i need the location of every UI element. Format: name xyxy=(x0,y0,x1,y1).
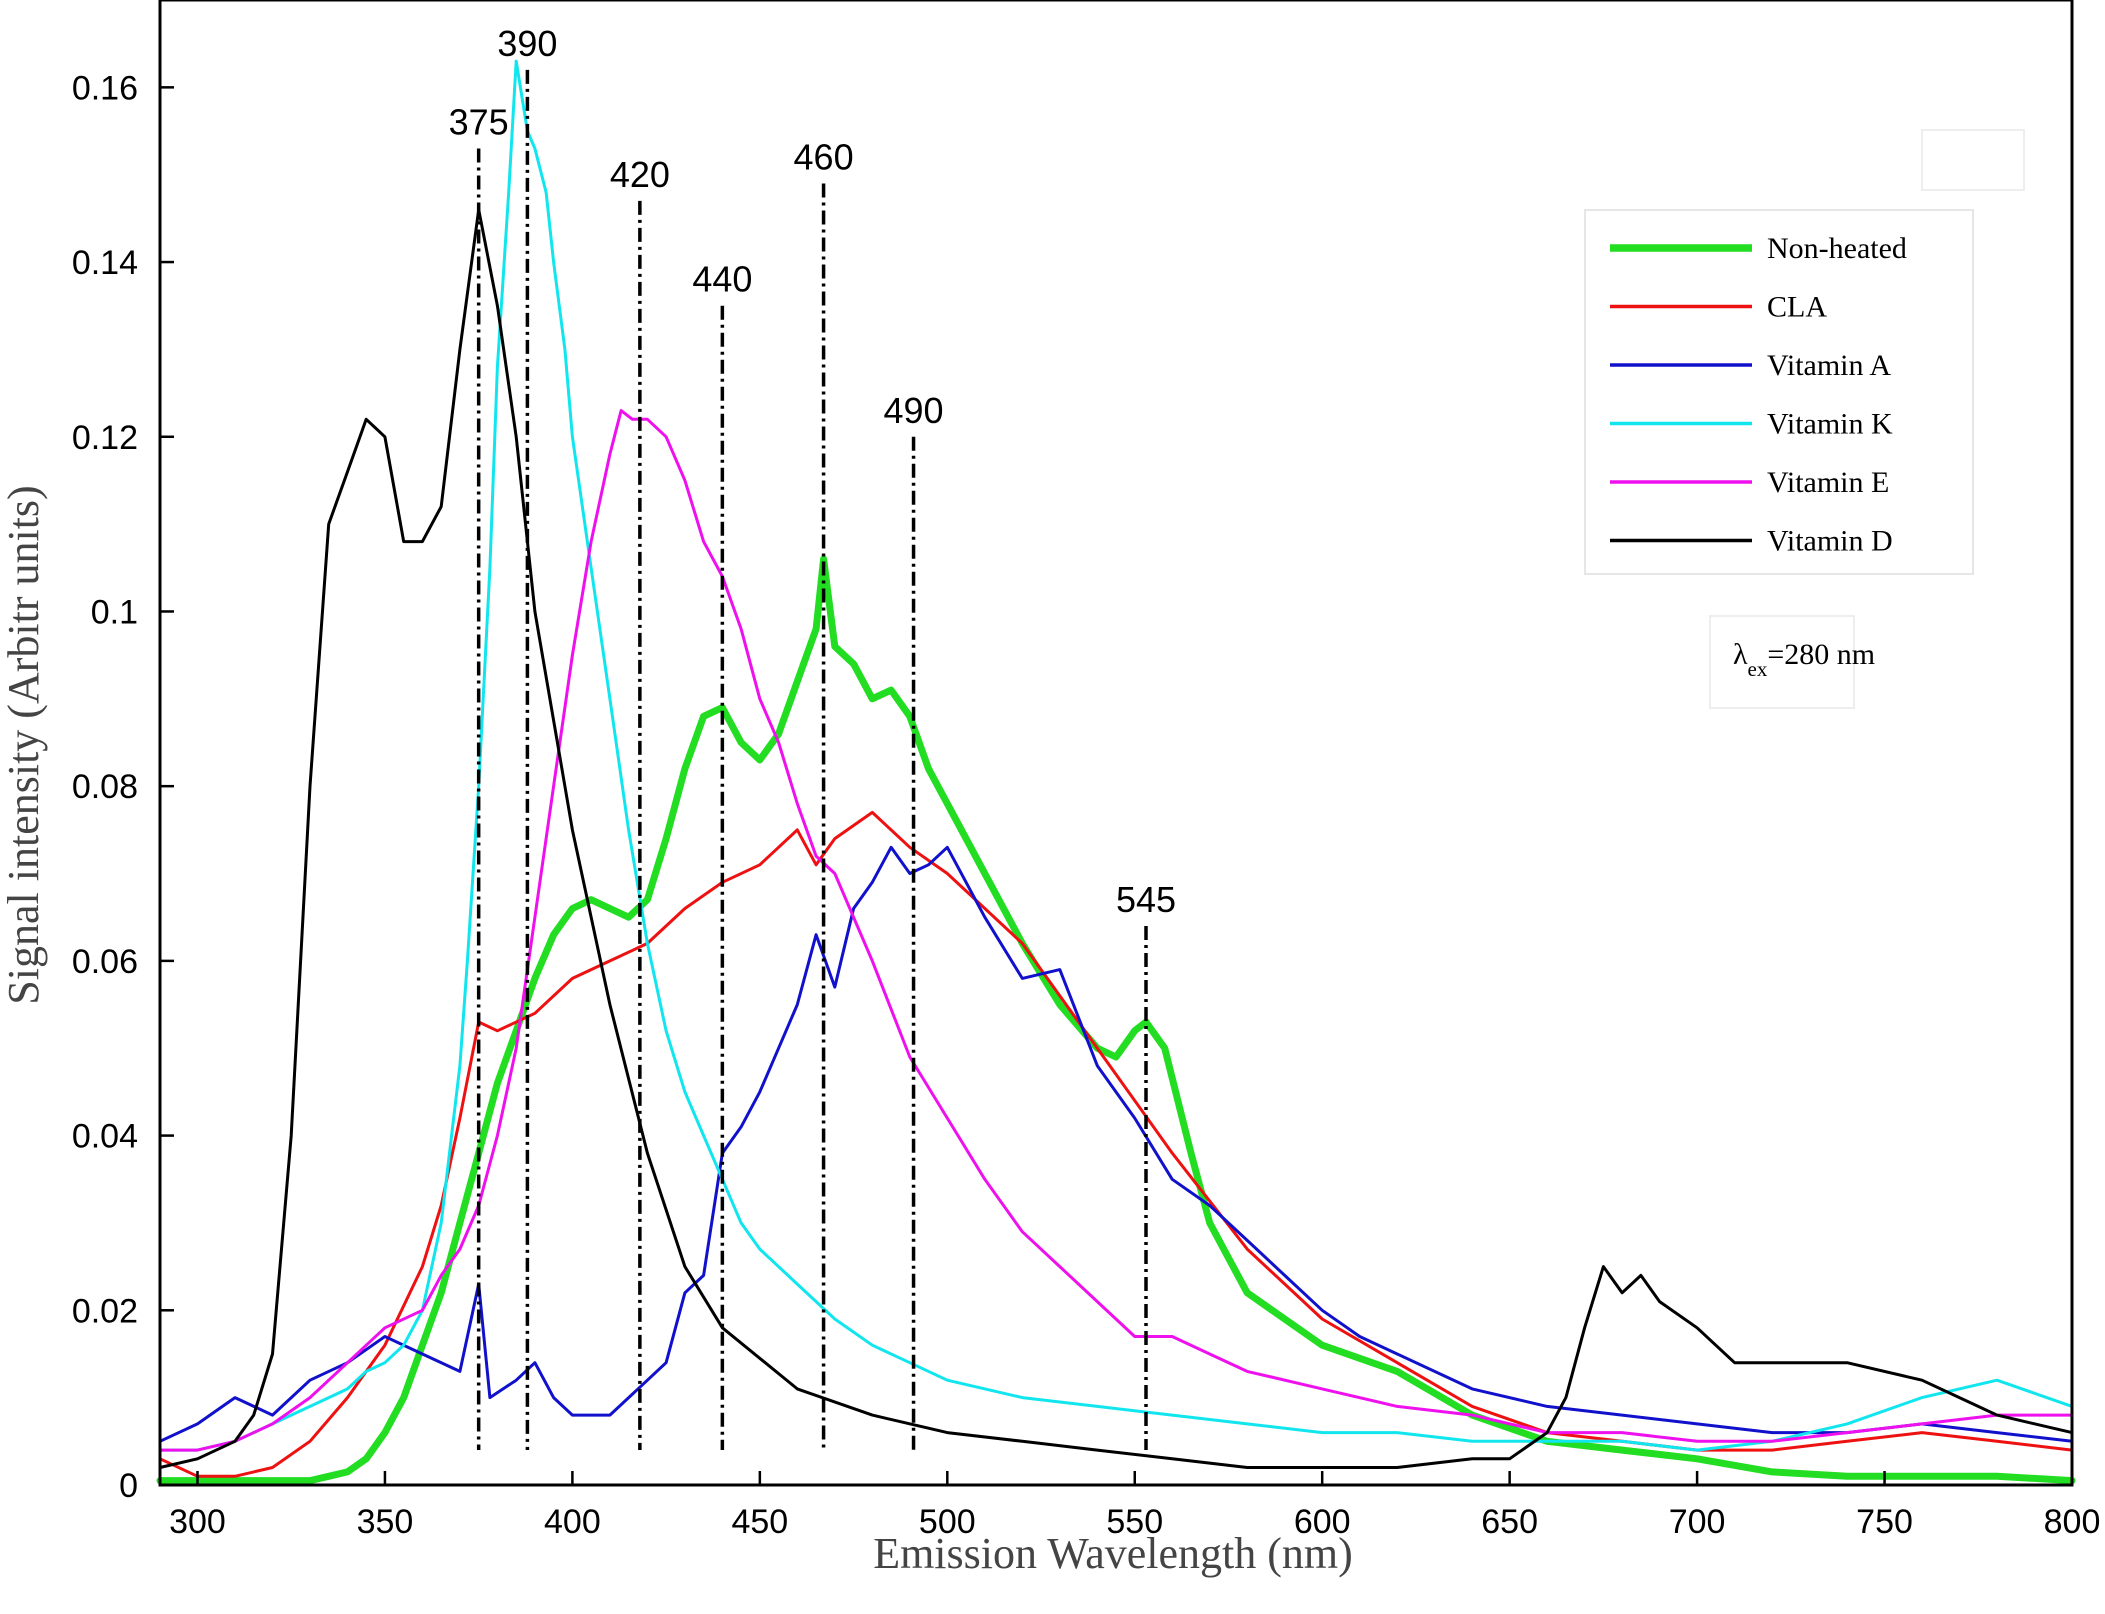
y-tick-label: 0 xyxy=(119,1467,138,1505)
marker-label-375: 375 xyxy=(449,102,509,143)
excitation-note-text: λex=280 nm xyxy=(1733,638,1875,681)
plot-frame xyxy=(158,0,2074,1487)
legend-label: Vitamin E xyxy=(1767,466,1889,499)
tick-layer: 300 350 400 450 500 550 600 650 700 750 800 0 0.02 0.… xyxy=(72,69,2101,1541)
lambda-subscript: ex xyxy=(1748,657,1768,681)
y-tick-label: 0.12 xyxy=(72,419,138,457)
marker-layer: 375 390 420 440 460 490 545 xyxy=(449,23,1176,1451)
legend: Non-heated CLA Vitamin A Vitamin K Vitamin E… xyxy=(1584,209,1974,575)
legend-label: Vitamin A xyxy=(1767,349,1891,382)
x-tick-label: 550 xyxy=(1106,1503,1163,1541)
excitation-value: =280 nm xyxy=(1767,638,1875,671)
excitation-note: λex=280 nm xyxy=(1709,615,1875,709)
x-tick-label: 400 xyxy=(544,1503,601,1541)
x-tick-label: 750 xyxy=(1856,1503,1913,1541)
marker-label-490: 490 xyxy=(884,390,944,431)
x-tick-label: 350 xyxy=(357,1503,414,1541)
series-layer xyxy=(156,59,2076,1485)
y-tick-label: 0.08 xyxy=(72,768,138,806)
series-line-cla xyxy=(158,810,2074,1478)
y-tick-label: 0.06 xyxy=(72,943,138,981)
marker-label-420: 420 xyxy=(610,154,670,195)
marker-label-460: 460 xyxy=(794,136,854,177)
x-tick-label: 300 xyxy=(169,1503,226,1541)
x-tick-label: 450 xyxy=(731,1503,788,1541)
y-axis-label: Signal intensity (Arbitr units) xyxy=(0,485,48,1004)
series-line-vitamin-a xyxy=(158,845,2074,1443)
y-tick-label: 0.04 xyxy=(72,1118,138,1156)
legend-label: Vitamin K xyxy=(1767,408,1893,441)
decorative-box xyxy=(1921,129,2025,191)
legend-label: CLA xyxy=(1767,291,1827,324)
x-tick-label: 800 xyxy=(2044,1503,2101,1541)
legend-label: Vitamin D xyxy=(1767,525,1893,558)
y-tick-label: 0.1 xyxy=(91,593,138,631)
y-tick-label: 0.16 xyxy=(72,69,138,107)
legend-label: Non-heated xyxy=(1767,232,1907,265)
x-tick-label: 700 xyxy=(1669,1503,1726,1541)
x-tick-label: 650 xyxy=(1481,1503,1538,1541)
marker-label-390: 390 xyxy=(497,23,557,64)
series-line-non-heated xyxy=(156,555,2076,1485)
x-axis-label: Emission Wavelength (nm) xyxy=(873,1529,1353,1578)
legend-box xyxy=(1584,209,1974,575)
y-tick-label: 0.14 xyxy=(72,244,138,282)
series-line-vitamin-e xyxy=(158,409,2074,1452)
x-tick-label: 600 xyxy=(1294,1503,1351,1541)
y-tick-label: 0.02 xyxy=(72,1292,138,1330)
lambda-symbol: λ xyxy=(1733,638,1748,671)
x-tick-label: 500 xyxy=(919,1503,976,1541)
series-line-vitamin-d xyxy=(158,208,2074,1469)
excitation-note-box xyxy=(1709,615,1855,709)
marker-label-545: 545 xyxy=(1116,879,1176,920)
series-line-vitamin-k xyxy=(158,59,2074,1452)
marker-label-440: 440 xyxy=(692,259,752,300)
